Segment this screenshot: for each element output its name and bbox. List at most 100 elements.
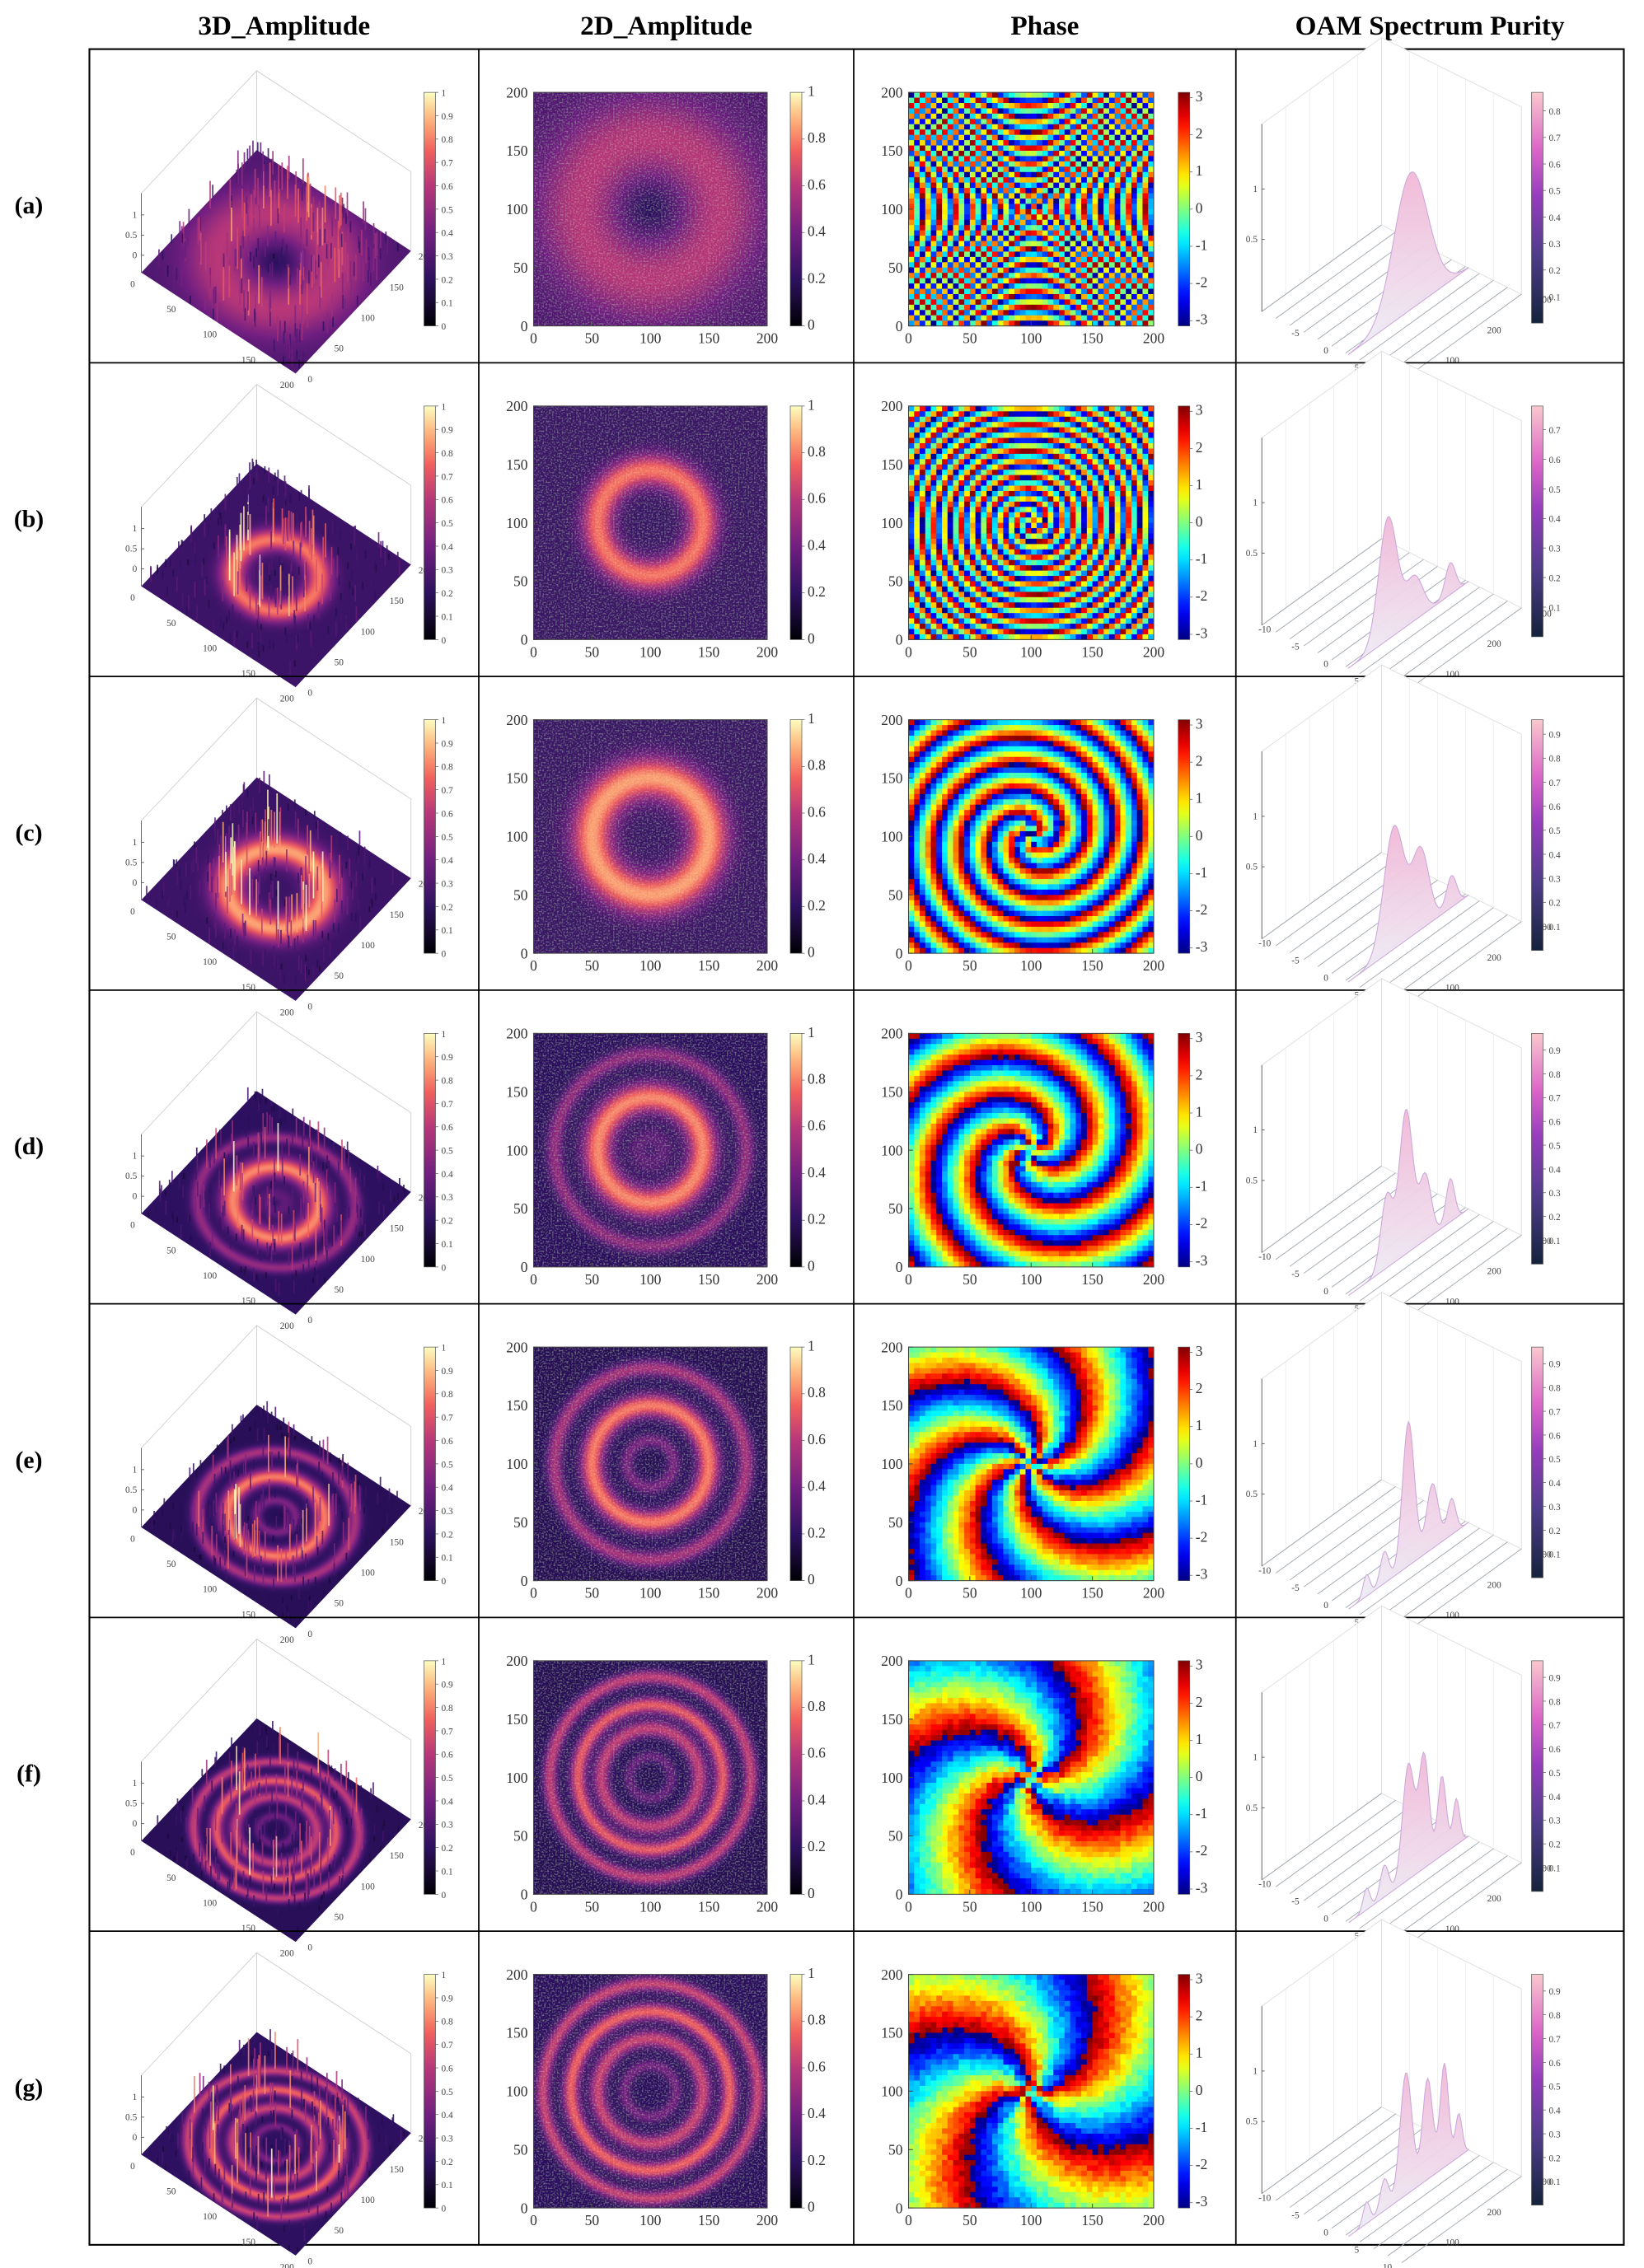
phase-pixel [1148, 273, 1155, 279]
phase-pixel [1108, 203, 1116, 210]
phase-pixel [947, 140, 954, 147]
phase-pixel [947, 214, 954, 221]
phase-pixel [1025, 156, 1032, 162]
phase-pixel [1009, 464, 1015, 470]
phase-pixel [1114, 570, 1121, 577]
x-tick-label: 50 [166, 619, 176, 629]
phase-pixel [1064, 475, 1071, 481]
phase-pixel [920, 273, 926, 279]
phase-pixel [1120, 273, 1126, 279]
phase-pixel [1142, 198, 1149, 204]
phase-pixel [1126, 490, 1132, 497]
phase-pixel [908, 156, 915, 162]
phase-pixel [1037, 544, 1043, 550]
phase-pixel [953, 607, 959, 614]
phase-pixel [1142, 613, 1149, 620]
phase-pixel [936, 602, 943, 609]
phase-pixel [1059, 565, 1066, 572]
phase-pixel [975, 225, 981, 231]
phase-pixel [953, 161, 959, 167]
phase-pixel [1114, 565, 1121, 572]
phase-pixel [920, 246, 926, 252]
phase-pixel [1059, 576, 1066, 582]
column-header: 2D_Amplitude [580, 11, 752, 41]
phase-pixel [986, 188, 993, 194]
phase-pixel [1019, 113, 1027, 119]
x-tick-label: 100 [203, 643, 217, 653]
phase-pixel [1025, 208, 1032, 215]
phase-pixel [1019, 613, 1027, 620]
phase-pixel [975, 251, 981, 258]
phase-pixel [969, 470, 977, 476]
phase-pixel [1014, 103, 1021, 109]
phase-pixel [1126, 315, 1132, 321]
phase-pixel [964, 624, 971, 630]
phase-pixel [1081, 161, 1088, 167]
phase-pixel [942, 565, 948, 572]
phase-pixel [1142, 310, 1149, 316]
phase-pixel [1136, 134, 1144, 141]
phase-pixel [1042, 607, 1049, 614]
phase-pixel [925, 475, 932, 481]
phase-pixel [1059, 528, 1066, 535]
phase-pixel [1092, 576, 1098, 582]
phase-pixel [953, 507, 959, 513]
oam-l-tick-label: 0 [1323, 660, 1328, 670]
phase-pixel [969, 236, 977, 242]
phase-pixel [1114, 559, 1121, 566]
phase-pixel [920, 485, 926, 492]
phase-pixel [1126, 586, 1132, 592]
phase-pixel [953, 225, 959, 231]
phase-pixel [1037, 273, 1043, 279]
phase-pixel [958, 145, 965, 152]
phase-pixel [1047, 262, 1054, 269]
phase-pixel [997, 219, 1004, 226]
phase-pixel [1047, 459, 1054, 465]
phase-pixel [1059, 602, 1066, 609]
phase-pixel [986, 92, 993, 99]
phase-pixel [1103, 607, 1110, 614]
phase-pixel [1070, 278, 1076, 284]
phase-pixel [1092, 310, 1098, 316]
phase-pixel [1120, 427, 1126, 433]
oam-x-tick-label: 200 [1487, 639, 1501, 649]
phase-pixel [1086, 310, 1094, 316]
phase-pixel [1031, 538, 1037, 545]
phase-pixel [1098, 304, 1104, 311]
phase-pixel [997, 433, 1004, 439]
phase-pixel [1064, 108, 1071, 115]
phase-pixel [997, 177, 1004, 184]
phase-pixel [953, 166, 959, 173]
phase-pixel [1070, 171, 1076, 178]
phase-pixel [947, 613, 954, 620]
phase-pixel [1009, 618, 1015, 624]
phase-pixel [1120, 480, 1126, 487]
phase-pixel [969, 517, 977, 524]
phase-pixel [1059, 470, 1066, 476]
phase-pixel [953, 596, 959, 603]
phase-pixel [964, 315, 971, 321]
phase-pixel [1075, 293, 1082, 300]
phase-pixel [914, 405, 920, 412]
phase-pixel [930, 119, 937, 125]
phase-pixel [914, 501, 920, 507]
phase-pixel [1031, 182, 1037, 189]
phase-pixel [981, 596, 987, 603]
phase-pixel [1136, 442, 1144, 449]
phase-pixel [1009, 496, 1015, 503]
phase-pixel [1070, 182, 1076, 189]
phase-pixel [1148, 453, 1155, 460]
phase-pixel [1014, 145, 1021, 152]
phase-pixel [991, 496, 999, 503]
phase-pixel [997, 618, 1004, 624]
phase-pixel [1120, 225, 1126, 231]
phase-pixel [1031, 507, 1037, 513]
phase-pixel [1025, 607, 1032, 614]
phase-pixel [1114, 613, 1121, 620]
phase-pixel [1070, 188, 1076, 194]
phase-pixel [986, 177, 993, 184]
phase-pixel [1070, 267, 1076, 274]
phase-pixel [1075, 251, 1082, 258]
phase-pixel [920, 565, 926, 572]
phase-pixel [1070, 203, 1076, 210]
